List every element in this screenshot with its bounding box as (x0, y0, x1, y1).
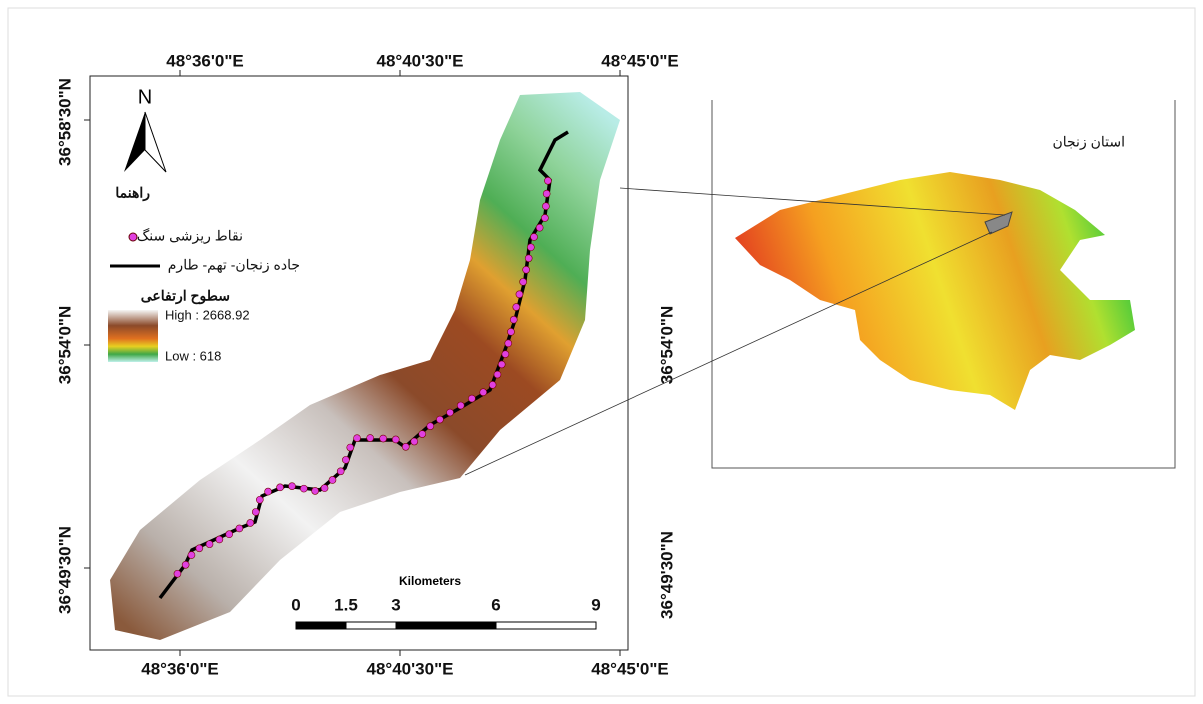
rockfall-point (195, 544, 204, 553)
legend-road: جاده زنجان- تهم- طارم (168, 257, 300, 274)
rockfall-point (509, 315, 518, 324)
right-label: 36°49'30"N (657, 531, 676, 619)
rockfall-point (225, 530, 234, 539)
rockfall-point (353, 434, 361, 442)
left-label: 36°54'0"N (55, 306, 74, 384)
rockfall-point (446, 408, 454, 417)
scale-label: 6 (491, 595, 500, 614)
rockfall-point (535, 223, 544, 232)
rockfall-point (418, 430, 427, 438)
rockfall-point (436, 415, 444, 424)
scale-label: 3 (391, 595, 400, 614)
frame-ticks (84, 70, 621, 656)
rockfall-point (541, 214, 549, 222)
rockfall-point (497, 360, 506, 369)
bottom-label: 48°40'30"E (367, 659, 454, 678)
rockfall-point (346, 443, 355, 452)
rockfall-point (501, 350, 510, 358)
legend-elevation: سطوح ارتفاعی (141, 288, 230, 305)
legend-low: Low : 618 (165, 348, 221, 363)
rockfall-point (542, 202, 550, 211)
rockfall-point (311, 487, 319, 495)
legend-ramp (108, 310, 158, 362)
rockfall-point (468, 394, 476, 403)
rockfall-points (173, 176, 552, 578)
rockfall-point (527, 243, 535, 252)
rockfall-point (215, 535, 224, 544)
left-label: 36°58'30"N (55, 78, 74, 166)
scale-unit: Kilometers (399, 574, 461, 588)
top-label: 48°36'0"E (166, 51, 244, 70)
rockfall-point (507, 328, 515, 336)
rockfall-point (493, 370, 502, 379)
study-area-inset (984, 211, 1013, 235)
top-label: 48°45'0"E (601, 51, 679, 70)
rockfall-point (379, 434, 387, 443)
rockfall-point (276, 483, 284, 492)
inset-title: استان زنجان (1052, 134, 1125, 151)
bottom-label: 48°36'0"E (141, 659, 219, 678)
rockfall-point (320, 484, 329, 492)
rockfall-point (544, 176, 552, 185)
rockfall-point (328, 476, 337, 484)
rockfall-point (300, 484, 308, 493)
rockfall-point (181, 560, 190, 569)
legend-points: نقاط ریزشی سنگ (137, 228, 243, 245)
rockfall-point (530, 233, 538, 241)
top-label: 48°40'30"E (377, 51, 464, 70)
rockfall-point (251, 508, 260, 516)
scale-label: 9 (591, 595, 600, 614)
rockfall-point (515, 290, 524, 299)
connector-line (619, 187, 1006, 216)
rockfall-point (522, 265, 530, 274)
inset-frame (711, 100, 1176, 469)
rockfall-point (342, 456, 350, 464)
rockfall-point (401, 442, 410, 451)
rockfall-point (426, 422, 435, 430)
right-label: 36°54'0"N (657, 306, 676, 384)
north-arrow (144, 111, 167, 173)
north-arrow (124, 112, 145, 172)
rockfall-point (288, 482, 296, 490)
rockfall-point (479, 388, 488, 397)
north-label: N (138, 86, 152, 108)
rockfall-point (512, 303, 521, 311)
rockfall-point (519, 278, 527, 286)
rockfall-point (235, 524, 244, 533)
rockfall-point (542, 189, 551, 198)
rockfall-point (205, 540, 214, 548)
rockfall-point (391, 435, 400, 444)
province (735, 172, 1135, 410)
rockfall-point (456, 401, 465, 410)
connector-line (464, 231, 993, 476)
rockfall-point (488, 381, 497, 389)
legend-title: راهنما (115, 185, 150, 202)
scale-label: 0 (291, 595, 300, 614)
left-label: 36°49'30"N (55, 526, 74, 614)
rockfall-point (187, 551, 196, 559)
rockfall-point (246, 519, 255, 527)
rockfall-point (256, 495, 264, 504)
rockfall-point (336, 467, 345, 476)
scale-label: 1.5 (334, 595, 358, 614)
rockfall-point (410, 437, 419, 446)
legend-point-symbol (128, 232, 138, 242)
scale-bar (295, 621, 597, 630)
bottom-label: 48°45'0"E (591, 659, 669, 678)
rockfall-point (264, 487, 272, 496)
rockfall-point (173, 569, 182, 578)
rockfall-point (504, 339, 513, 348)
rockfall-point (524, 254, 533, 263)
elevation-area (110, 92, 620, 640)
legend-high: High : 2668.92 (165, 307, 250, 322)
rockfall-point (366, 434, 374, 442)
